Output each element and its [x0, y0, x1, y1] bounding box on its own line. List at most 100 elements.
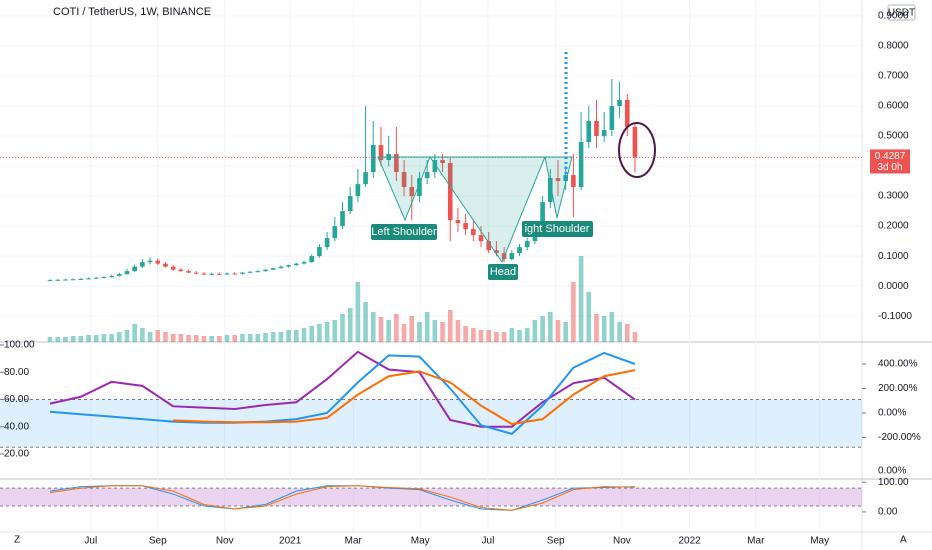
volume-bar — [532, 320, 538, 342]
volume-bar — [401, 324, 407, 342]
volume-bar — [563, 322, 568, 342]
volume-bar — [394, 314, 399, 342]
pattern-labels: Left Shoulder Head ight Shoulder — [371, 221, 593, 280]
candle-body — [170, 266, 176, 270]
candle-body — [286, 265, 291, 267]
x-tick-label: May — [810, 536, 829, 547]
volume-bar — [232, 335, 238, 342]
volume-bar — [201, 336, 207, 342]
candle-body — [301, 262, 307, 264]
x-tick-label: Jul — [482, 536, 495, 547]
y-tick-label: 100.00 — [4, 340, 35, 351]
candle-body — [370, 145, 376, 173]
candle-body — [401, 172, 407, 188]
volume-bar — [247, 334, 253, 342]
candle-body — [486, 241, 492, 251]
candle-body — [193, 272, 199, 274]
candle-body — [594, 121, 599, 137]
y-tick-label: 80.00 — [4, 367, 29, 378]
volume-bar — [178, 334, 184, 342]
volume-bar — [624, 324, 630, 342]
band — [0, 399, 862, 448]
volume-bar — [486, 330, 492, 342]
candle-body — [524, 241, 530, 248]
candle-body — [363, 172, 368, 185]
volume-bar — [378, 317, 384, 342]
y-tick-label: 0.6000 — [878, 101, 909, 112]
volume-bar — [209, 336, 214, 342]
y-tick-label: 0.00 — [878, 507, 898, 518]
candle-body — [55, 279, 61, 281]
volume-bar — [140, 328, 145, 342]
volume-bar — [294, 330, 299, 342]
x-tick-label: Mar — [345, 536, 363, 547]
candle-body — [163, 263, 168, 267]
corner-label[interactable]: Z — [14, 535, 20, 546]
volume-bar — [270, 332, 276, 342]
volume-bar — [132, 324, 137, 342]
currency[interactable]: USDT — [888, 8, 915, 19]
volume-bar — [617, 322, 622, 342]
x-tick-label: 2022 — [678, 536, 701, 547]
candle-body — [478, 235, 484, 242]
volume-bar — [347, 308, 353, 342]
volume-bar — [355, 282, 361, 342]
y-tick-label: 0.2000 — [878, 221, 909, 232]
volume-bar — [186, 335, 191, 342]
y2-tick-label: 200.00% — [878, 383, 918, 394]
currency-box[interactable] — [887, 4, 916, 21]
volume-bar — [324, 322, 330, 342]
corner-label[interactable]: A — [900, 535, 907, 546]
volume-bar — [193, 335, 199, 342]
y-tick-label: 0.5000 — [878, 131, 909, 142]
candle-body — [540, 202, 545, 227]
volume-bar — [55, 337, 61, 342]
y-tick-label: 0.3000 — [878, 191, 909, 202]
candle-body — [155, 260, 161, 264]
x-tick-label: May — [411, 536, 430, 547]
volume-bar — [340, 314, 345, 342]
left-shoulder-shape — [377, 156, 431, 222]
volume-bar — [478, 330, 484, 342]
candle-body — [140, 262, 145, 267]
y-tick-label: 0.0000 — [878, 281, 909, 292]
label-box — [488, 264, 518, 280]
volume-bar — [363, 302, 368, 342]
candle-body — [424, 172, 430, 179]
volume-bar — [547, 312, 553, 342]
candle-body — [617, 99, 622, 106]
highlight-circle — [618, 122, 656, 178]
volume-bar — [278, 332, 284, 342]
x-tick-label: Jul — [84, 536, 97, 547]
scale-label: 0.00% — [878, 466, 906, 477]
volume-bar — [63, 337, 68, 342]
candle-body — [93, 277, 99, 279]
volume-bar — [586, 292, 592, 342]
indicator-line — [49, 351, 636, 435]
volume-bar — [309, 326, 315, 342]
indicator-line — [49, 350, 636, 428]
candle-body — [463, 223, 468, 230]
candle-body — [263, 269, 268, 272]
volume-bar — [578, 256, 584, 342]
candle-body — [147, 260, 153, 263]
volume-bar — [124, 330, 130, 342]
volume-bar — [301, 328, 307, 342]
candle-body — [632, 127, 638, 158]
candle-body — [517, 247, 522, 254]
candle-body — [317, 247, 322, 257]
y-tick-label: 0.8000 — [878, 41, 909, 52]
candle-body — [70, 279, 76, 281]
candle-body — [101, 277, 107, 279]
volume-bar — [70, 336, 76, 342]
chart-title: COTI / TetherUS, 1W, BINANCE — [53, 6, 211, 18]
candle-body — [224, 273, 230, 275]
x-tick-label: 2021 — [279, 536, 302, 547]
volume-bar — [555, 320, 561, 342]
volume-bar — [517, 330, 522, 342]
volume-bar — [47, 337, 53, 342]
candle-body — [201, 273, 207, 275]
volume-bar — [494, 332, 499, 342]
volume-bar — [501, 332, 507, 342]
